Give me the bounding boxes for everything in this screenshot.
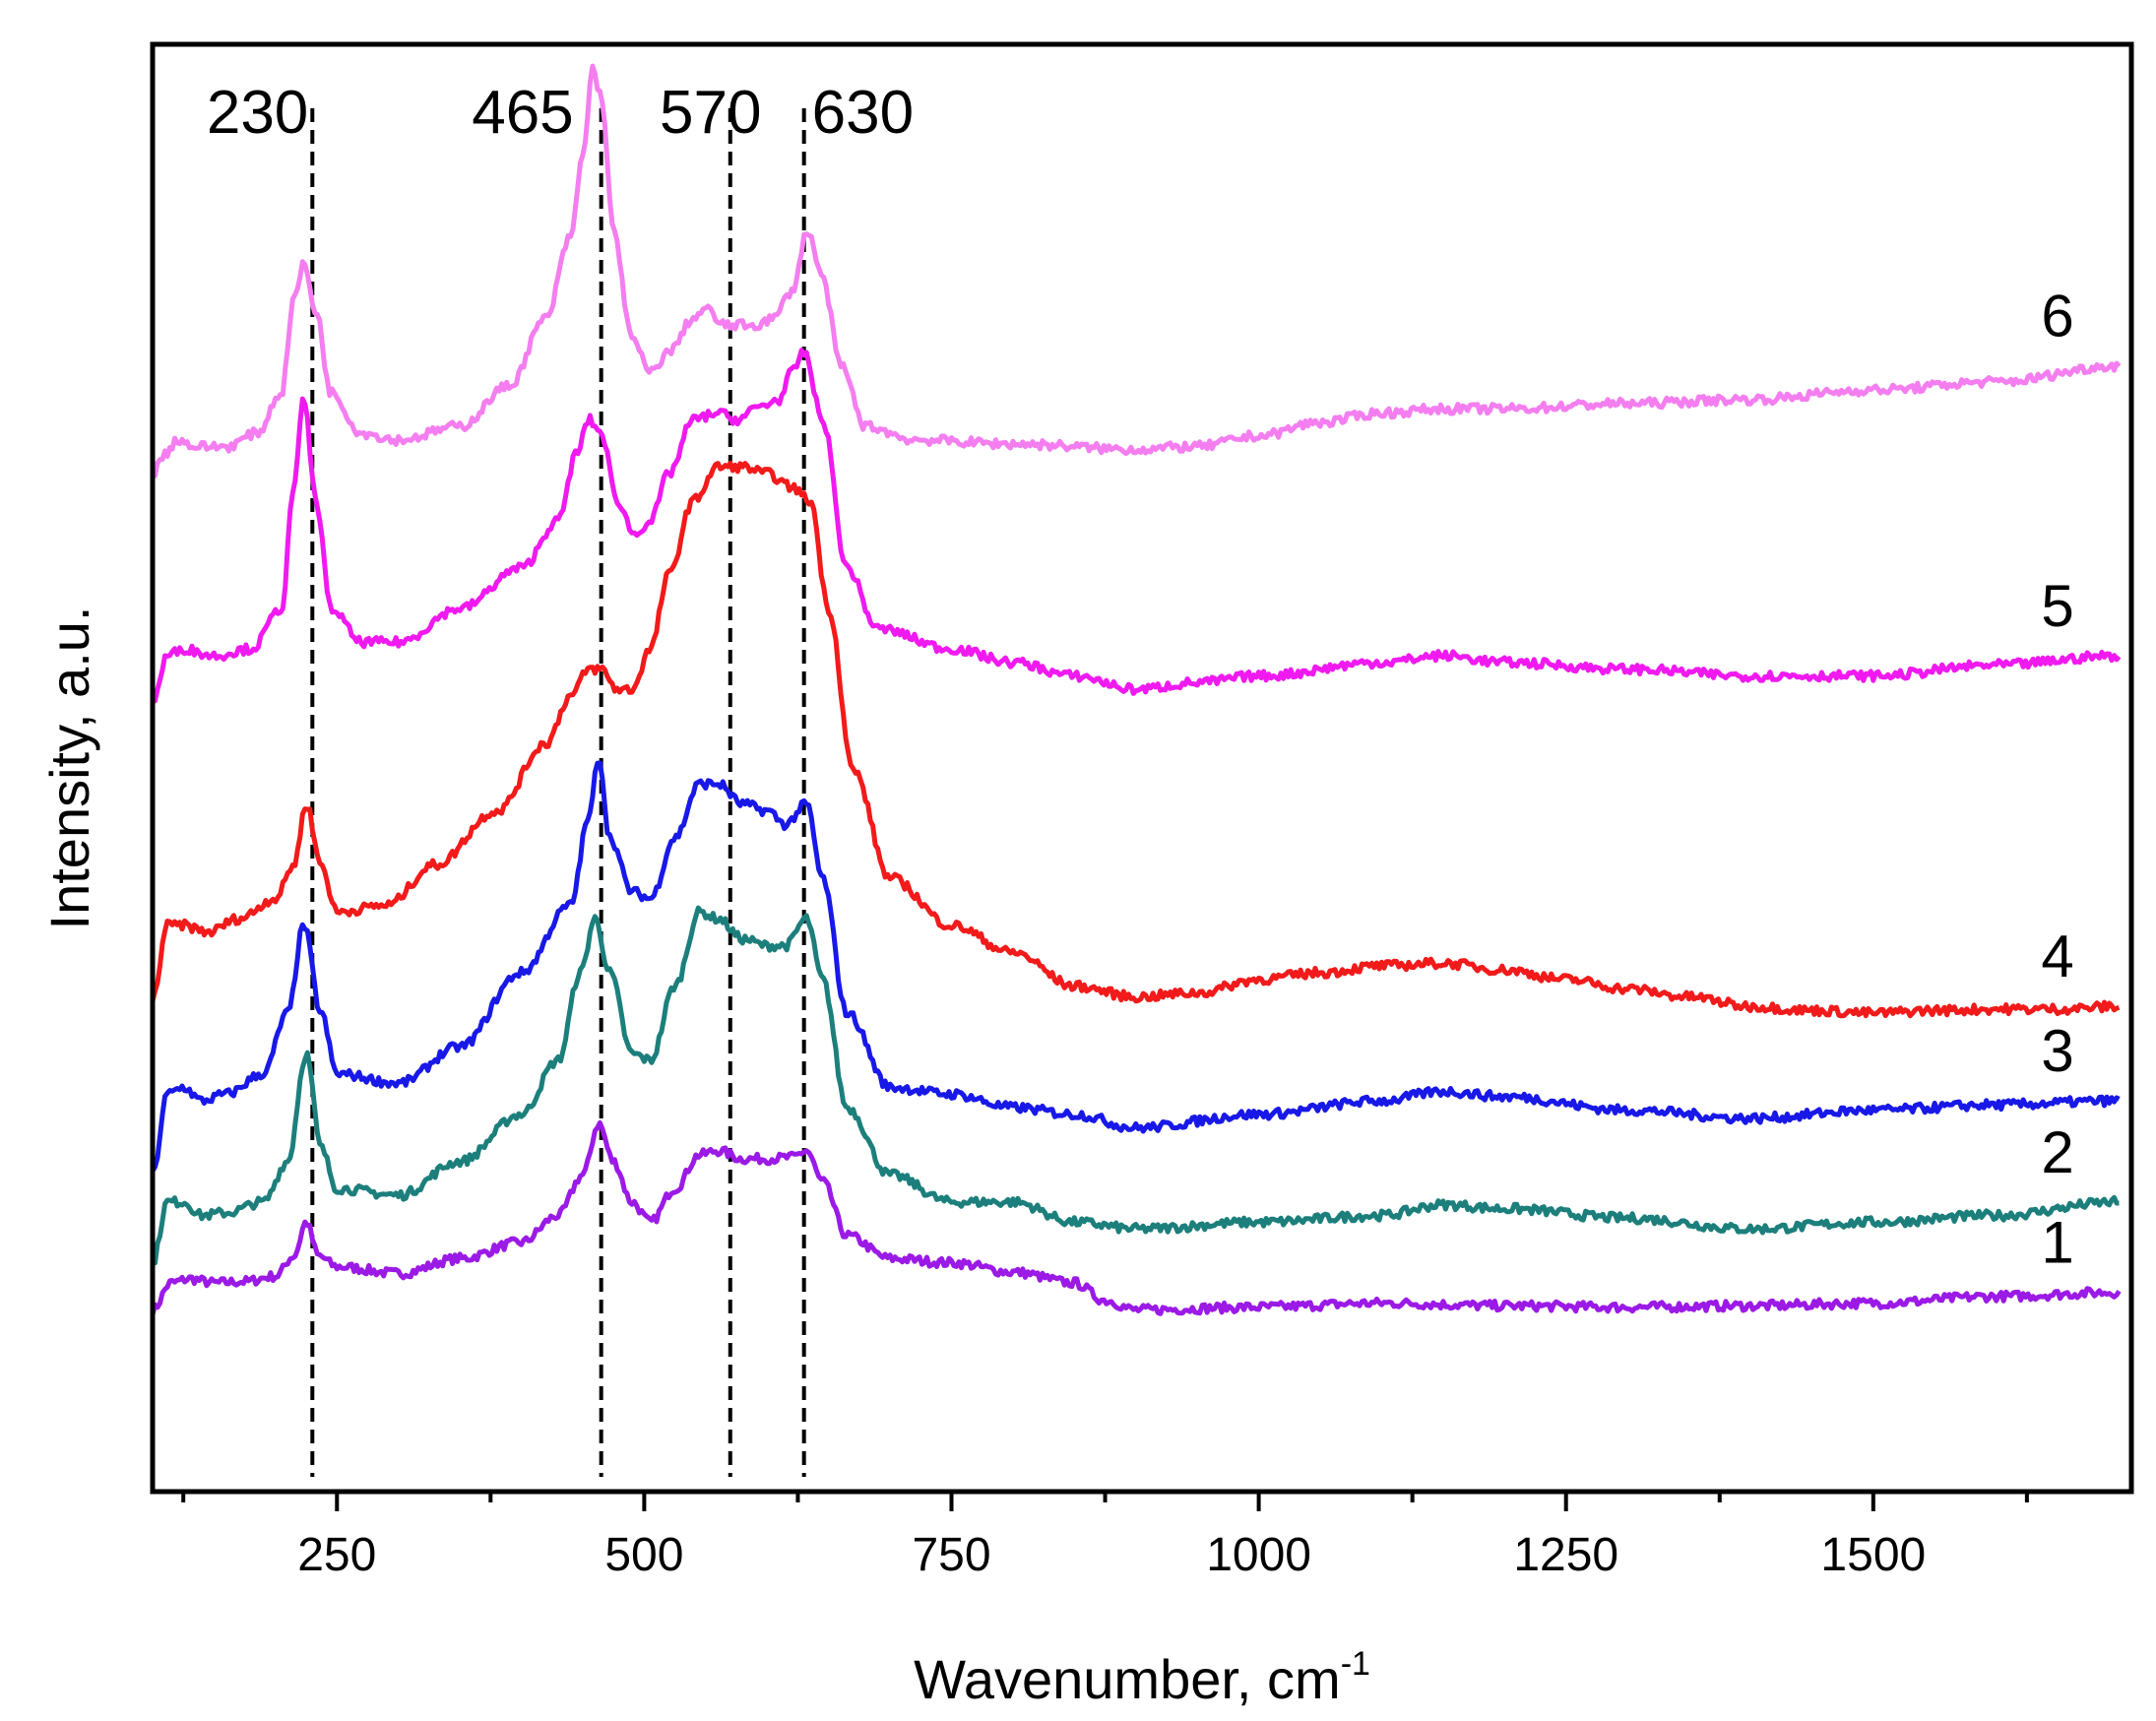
series-label-2: 2 <box>2041 1119 2073 1185</box>
series-lines <box>153 63 2122 1316</box>
series-line-2 <box>153 905 2120 1266</box>
x-tick-label: 1500 <box>1820 1529 1926 1581</box>
reference-label-230: 230 <box>207 79 308 147</box>
reference-line-labels: 230 465 570 630 <box>207 79 914 147</box>
y-axis-label: Intensity, a.u. <box>38 606 100 930</box>
series-label-4: 4 <box>2041 924 2073 989</box>
series-line-5 <box>153 348 2122 705</box>
x-axis-label-superscript: -1 <box>1341 1645 1370 1683</box>
series-label-3: 3 <box>2041 1018 2073 1084</box>
x-tick-label: 750 <box>912 1529 990 1581</box>
x-tick-label: 1000 <box>1206 1529 1311 1581</box>
x-tick-label: 500 <box>604 1529 683 1581</box>
series-line-4 <box>153 460 2121 1019</box>
plot-frame <box>150 41 2134 1495</box>
series-line-6 <box>153 63 2122 478</box>
series-line-1 <box>153 1119 2122 1316</box>
x-tick-label: 1250 <box>1513 1529 1618 1581</box>
x-tick-label: 250 <box>297 1529 376 1581</box>
reference-label-630: 630 <box>812 79 914 147</box>
series-labels: 1 2 3 4 5 6 <box>2041 283 2073 1275</box>
series-label-6: 6 <box>2041 283 2073 349</box>
series-line-3 <box>153 760 2121 1173</box>
reference-label-570: 570 <box>660 79 761 147</box>
x-axis-ticks: 250 500 750 1000 1250 1500 <box>181 1492 2029 1581</box>
reference-label-465: 465 <box>472 79 573 147</box>
series-label-5: 5 <box>2041 573 2073 639</box>
series-label-1: 1 <box>2041 1210 2073 1276</box>
x-axis-label: Wavenumber, cm-1 <box>914 1645 1370 1710</box>
